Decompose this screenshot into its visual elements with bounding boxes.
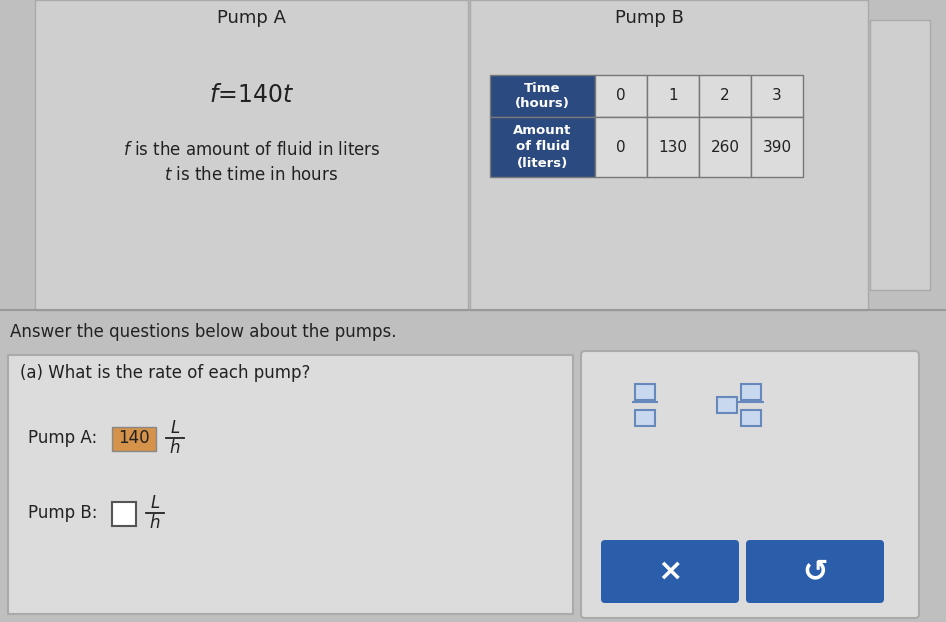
FancyBboxPatch shape <box>490 75 595 117</box>
Text: Answer the questions below about the pumps.: Answer the questions below about the pum… <box>10 323 396 341</box>
Text: $\mathit{t}$ is the time in hours: $\mathit{t}$ is the time in hours <box>165 166 339 184</box>
Text: $\mathit{f}$ is the amount of fluid in liters: $\mathit{f}$ is the amount of fluid in l… <box>123 141 380 159</box>
FancyBboxPatch shape <box>751 117 803 177</box>
FancyBboxPatch shape <box>699 117 751 177</box>
Text: 0: 0 <box>616 88 626 103</box>
Text: Pump A:: Pump A: <box>28 429 102 447</box>
FancyBboxPatch shape <box>35 0 468 310</box>
Text: ↺: ↺ <box>802 557 828 586</box>
Text: h: h <box>169 439 181 457</box>
Text: Pump B:: Pump B: <box>28 504 103 522</box>
Text: (a) What is the rate of each pump?: (a) What is the rate of each pump? <box>20 364 310 382</box>
Text: 1: 1 <box>668 88 678 103</box>
FancyBboxPatch shape <box>490 117 595 177</box>
Text: $\mathit{f}$=140$\mathit{t}$: $\mathit{f}$=140$\mathit{t}$ <box>209 83 294 107</box>
Text: Amount
of fluid
(liters): Amount of fluid (liters) <box>514 124 571 170</box>
FancyBboxPatch shape <box>595 75 647 117</box>
Text: 130: 130 <box>658 139 688 154</box>
FancyBboxPatch shape <box>647 75 699 117</box>
Text: 260: 260 <box>710 139 740 154</box>
FancyBboxPatch shape <box>699 75 751 117</box>
Text: Pump B: Pump B <box>615 9 683 27</box>
Text: 0: 0 <box>616 139 626 154</box>
FancyBboxPatch shape <box>741 410 761 426</box>
Text: 3: 3 <box>772 88 782 103</box>
Text: 390: 390 <box>762 139 792 154</box>
FancyBboxPatch shape <box>595 117 647 177</box>
Text: ×: × <box>657 557 683 586</box>
Text: Pump A: Pump A <box>217 9 286 27</box>
FancyBboxPatch shape <box>581 351 919 618</box>
Text: Time
(hours): Time (hours) <box>515 81 569 111</box>
FancyBboxPatch shape <box>741 384 761 400</box>
Text: h: h <box>149 514 160 532</box>
FancyBboxPatch shape <box>635 410 655 426</box>
FancyBboxPatch shape <box>470 0 868 310</box>
Text: L: L <box>170 419 180 437</box>
Text: 140: 140 <box>118 429 149 447</box>
FancyBboxPatch shape <box>112 502 136 526</box>
FancyBboxPatch shape <box>635 384 655 400</box>
FancyBboxPatch shape <box>751 75 803 117</box>
FancyBboxPatch shape <box>717 397 737 413</box>
FancyBboxPatch shape <box>8 355 573 614</box>
FancyBboxPatch shape <box>601 540 739 603</box>
Text: L: L <box>150 494 160 512</box>
FancyBboxPatch shape <box>746 540 884 603</box>
FancyBboxPatch shape <box>870 20 930 290</box>
FancyBboxPatch shape <box>647 117 699 177</box>
FancyBboxPatch shape <box>112 427 156 451</box>
Text: 2: 2 <box>720 88 729 103</box>
